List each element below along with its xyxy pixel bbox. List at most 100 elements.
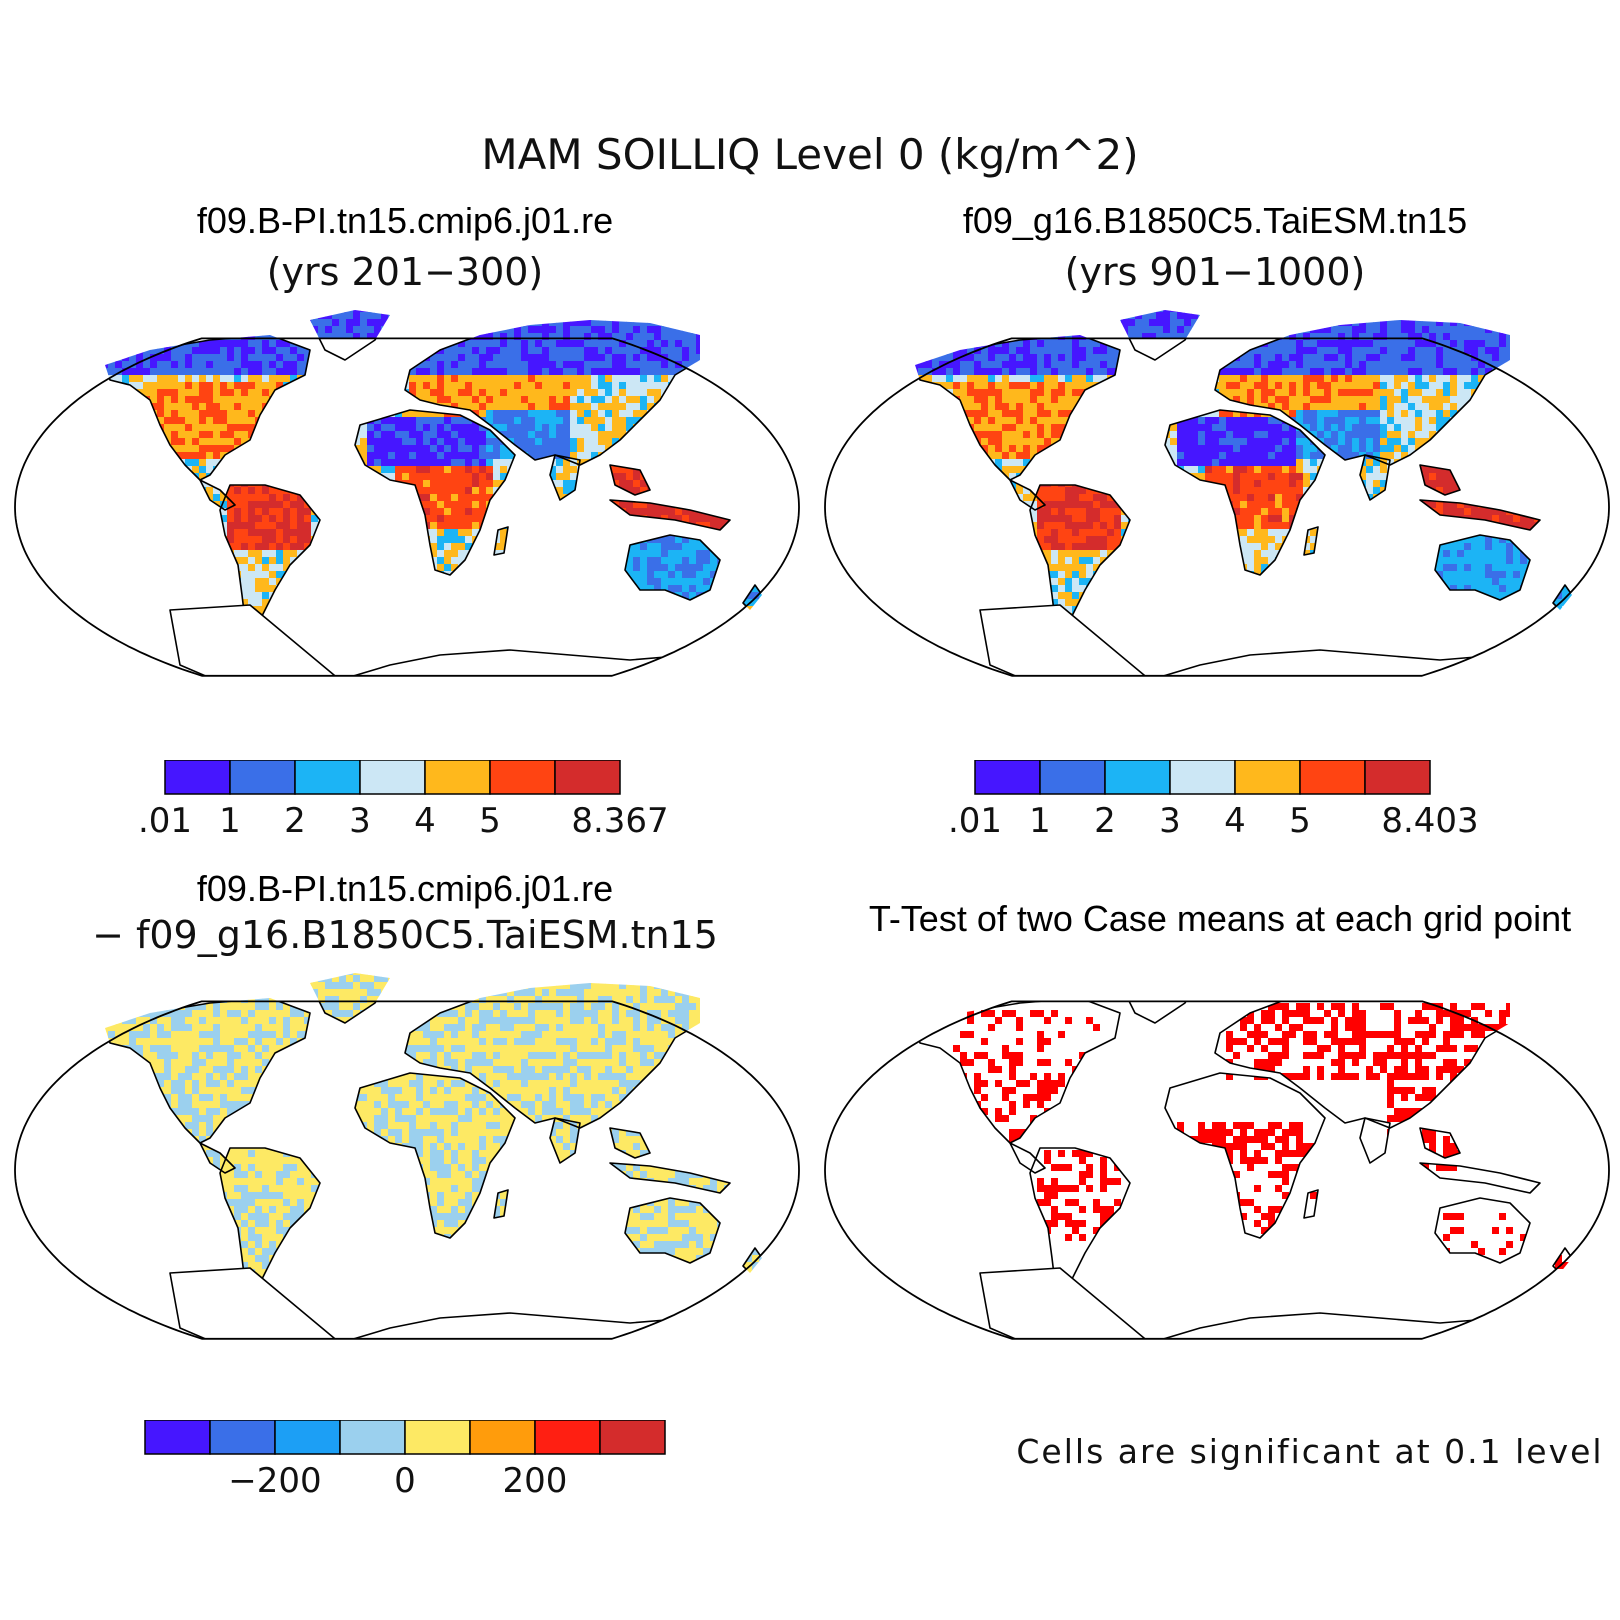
coastline-madagascar xyxy=(493,1189,509,1219)
coastline-indonesia xyxy=(609,499,731,531)
map-panel-ttest xyxy=(824,973,1610,1340)
coastline-namerica xyxy=(104,338,311,481)
coastline-indonesia xyxy=(1419,1162,1541,1194)
coastline-madagascar xyxy=(493,526,509,556)
colorbar-label: 2 xyxy=(1094,801,1116,840)
colorbar-swatch xyxy=(294,760,361,795)
map-frame xyxy=(14,1000,800,1340)
colorbar-label: 1 xyxy=(219,801,241,840)
coastline-greenland xyxy=(1119,1001,1201,1024)
panel1-title: f09.B-PI.tn15.cmip6.j01.re xyxy=(80,200,730,242)
colorbar-swatch xyxy=(469,1420,536,1455)
coastline-camerica xyxy=(1009,479,1046,511)
colorbar-label: 1 xyxy=(1029,801,1051,840)
coastline-eurasia xyxy=(1214,1001,1511,1129)
map-frame xyxy=(14,337,800,677)
colorbar-swatch xyxy=(404,1420,471,1455)
colorbar-label: 0 xyxy=(394,1461,416,1500)
colorbar-label: 5 xyxy=(1289,801,1311,840)
coastline-namerica xyxy=(914,1001,1121,1144)
coastline-greenland xyxy=(309,338,391,361)
coastline-australia xyxy=(624,1197,721,1264)
colorbar-swatch xyxy=(1364,760,1431,795)
coastline-indonesia xyxy=(609,1162,731,1194)
coastline-greenland xyxy=(1119,338,1201,361)
colorbar-case2: .01 1 2 3 4 5 8.403 xyxy=(950,760,1479,840)
coastline-samerica xyxy=(219,484,321,631)
panel3-title: f09.B-PI.tn15.cmip6.j01.re xyxy=(80,868,730,910)
coastline-madagascar xyxy=(1303,1189,1319,1219)
coastline-indonesia xyxy=(1419,499,1541,531)
coastline-madagascar xyxy=(1303,526,1319,556)
coastline-seasia xyxy=(609,464,651,496)
colorbar-label: 200 xyxy=(503,1461,568,1500)
colorbar-label: 8.403 xyxy=(1381,801,1478,840)
colorbar-swatch xyxy=(359,760,426,795)
colorbar-swatch xyxy=(229,760,296,795)
colorbar-swatch xyxy=(534,1420,601,1455)
colorbar-swatch xyxy=(974,760,1041,795)
map-panel-case2 xyxy=(824,310,1610,677)
coastline-samerica xyxy=(1029,484,1131,631)
map-panel-case1 xyxy=(14,310,800,677)
colorbar-swatch xyxy=(274,1420,341,1455)
colorbar-label: .01 xyxy=(140,801,192,840)
panel2-subtitle: (yrs 901−1000) xyxy=(890,250,1540,294)
significance-note: Cells are significant at 0.1 level xyxy=(1000,1432,1620,1471)
colorbar-swatch xyxy=(1039,760,1106,795)
map-panel-difference xyxy=(14,973,800,1340)
coastline-seasia xyxy=(1419,464,1461,496)
colorbar-label: 4 xyxy=(1224,801,1246,840)
colorbar-case1: .01 1 2 3 4 5 8.367 xyxy=(140,760,669,840)
coastline-africa xyxy=(354,1072,516,1239)
colorbar-swatch xyxy=(1299,760,1366,795)
coastline-samerica xyxy=(1029,1147,1131,1294)
colorbar-swatch xyxy=(489,760,556,795)
colorbar-swatch xyxy=(339,1420,406,1455)
coastline-antarctica xyxy=(979,604,1581,676)
coastline-eurasia xyxy=(404,338,701,466)
coastline-antarctica xyxy=(169,1267,771,1339)
coastline-seasia xyxy=(609,1127,651,1159)
colorbar-swatch xyxy=(554,760,621,795)
figure-title: MAM SOILLIQ Level 0 (kg/m^2) xyxy=(0,130,1620,179)
map-frame xyxy=(824,337,1610,677)
coastline-greenland xyxy=(309,1001,391,1024)
colorbar-swatch xyxy=(164,760,231,795)
coastline-eurasia xyxy=(1214,338,1511,466)
coastline-australia xyxy=(1434,534,1531,601)
colorbar-label: 3 xyxy=(349,801,371,840)
colorbar-label: 5 xyxy=(479,801,501,840)
coastline-namerica xyxy=(914,338,1121,481)
panel1-subtitle: (yrs 201−300) xyxy=(80,250,730,294)
coastline-camerica xyxy=(199,479,236,511)
coastline-india xyxy=(549,1117,581,1164)
coastline-africa xyxy=(354,409,516,576)
colorbar-swatch xyxy=(599,1420,666,1455)
coastline-australia xyxy=(624,534,721,601)
coastline-seasia xyxy=(1419,1127,1461,1159)
panel4-title: T-Test of two Case means at each grid po… xyxy=(820,898,1620,940)
coastline-antarctica xyxy=(979,1267,1581,1339)
coastline-namerica xyxy=(104,1001,311,1144)
colorbar-label: −200 xyxy=(228,1461,321,1500)
coastline-australia xyxy=(1434,1197,1531,1264)
panel3-subtitle: − f09_g16.B1850C5.TaiESM.tn15 xyxy=(20,913,790,957)
colorbar-label: .01 xyxy=(950,801,1002,840)
coastline-camerica xyxy=(1009,1142,1046,1174)
colorbar-swatch xyxy=(424,760,491,795)
colorbar-difference: −200 0 200 xyxy=(144,1420,666,1500)
colorbar-swatch xyxy=(144,1420,211,1455)
colorbar-label: 4 xyxy=(414,801,436,840)
map-frame xyxy=(824,1000,1610,1340)
colorbar-label: 3 xyxy=(1159,801,1181,840)
colorbar-swatch xyxy=(1234,760,1301,795)
coastline-india xyxy=(549,454,581,501)
coastline-india xyxy=(1359,454,1391,501)
colorbar-label: 2 xyxy=(284,801,306,840)
coastline-africa xyxy=(1164,1072,1326,1239)
colorbar-label: 8.367 xyxy=(571,801,668,840)
colorbar-swatch xyxy=(1104,760,1171,795)
coastline-samerica xyxy=(219,1147,321,1294)
coastline-africa xyxy=(1164,409,1326,576)
